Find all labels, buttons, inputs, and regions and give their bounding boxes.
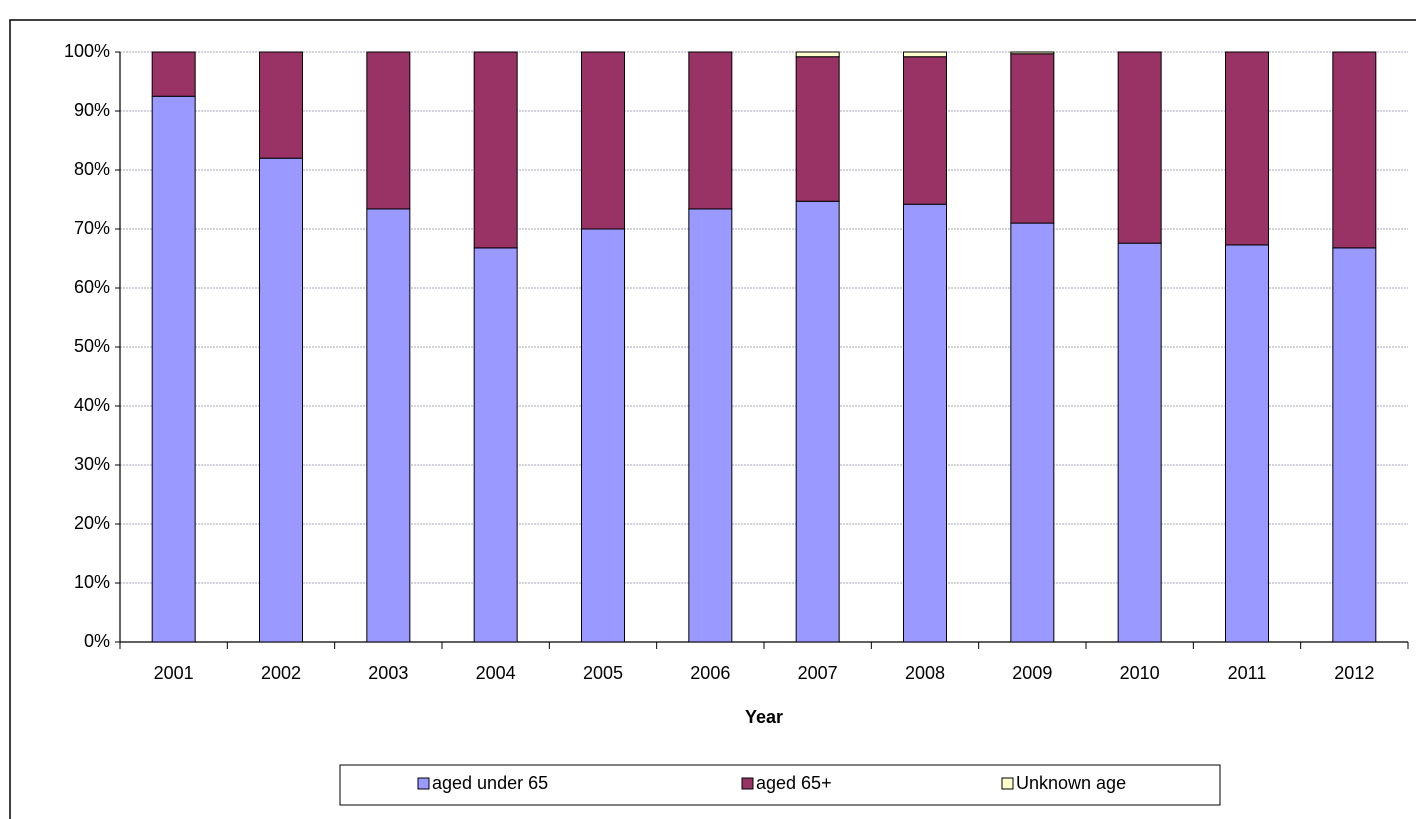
y-tick-label: 80% xyxy=(74,159,110,179)
x-tick-label: 2011 xyxy=(1228,663,1267,683)
y-tick-label: 70% xyxy=(74,218,110,238)
bar-segment xyxy=(581,228,625,643)
bar-segment xyxy=(1117,51,1162,244)
bar-segment xyxy=(903,51,947,58)
x-axis-label: Year xyxy=(745,707,783,727)
y-tick-label: 100% xyxy=(64,41,110,61)
bar-segment xyxy=(795,200,840,643)
legend-box xyxy=(339,764,1221,806)
y-tick-label: 10% xyxy=(74,572,110,592)
bar-segment xyxy=(1225,51,1269,246)
bar-segment xyxy=(473,51,518,249)
bar-segment xyxy=(473,247,518,643)
y-tick-label: 60% xyxy=(74,277,110,297)
bar-segment xyxy=(1117,242,1162,643)
x-tick-label: 2005 xyxy=(583,663,623,683)
bar-segment xyxy=(366,208,411,643)
x-tick-label: 2008 xyxy=(905,663,945,683)
legend-swatch xyxy=(741,777,754,790)
bar-segment xyxy=(795,56,840,202)
x-tick-label: 2006 xyxy=(690,663,730,683)
bar-segment xyxy=(151,51,196,97)
bar-segment xyxy=(1225,244,1269,643)
bar-segment xyxy=(903,203,947,643)
bar-segment xyxy=(1332,247,1377,643)
bar-segment xyxy=(1010,53,1055,224)
bar-segment xyxy=(1010,222,1055,643)
legend-label: aged under 65 xyxy=(432,773,548,793)
x-tick-label: 2003 xyxy=(368,663,408,683)
y-tick-label: 20% xyxy=(74,513,110,533)
legend-swatch xyxy=(417,777,430,790)
bar-segment xyxy=(1010,51,1055,55)
legend-label: Unknown age xyxy=(1016,773,1126,793)
y-tick-label: 50% xyxy=(74,336,110,356)
y-tick-label: 90% xyxy=(74,100,110,120)
bar-segment xyxy=(688,51,733,210)
y-tick-label: 0% xyxy=(84,631,110,651)
bar-segment xyxy=(151,95,196,643)
bar-segment xyxy=(581,51,625,230)
y-tick-label: 30% xyxy=(74,454,110,474)
bar-segment xyxy=(688,208,733,643)
x-tick-label: 2010 xyxy=(1120,663,1160,683)
y-tick-label: 40% xyxy=(74,395,110,415)
legend-swatch xyxy=(1001,777,1014,790)
bar-segment xyxy=(259,51,303,159)
legend-label: aged 65+ xyxy=(756,773,832,793)
bar-segment xyxy=(903,56,947,205)
bar-segment xyxy=(1332,51,1377,249)
x-tick-label: 2009 xyxy=(1012,663,1052,683)
x-tick-label: 2002 xyxy=(261,663,301,683)
x-tick-label: 2004 xyxy=(476,663,516,683)
bar-segment xyxy=(366,51,411,210)
x-tick-label: 2012 xyxy=(1334,663,1374,683)
bar-segment xyxy=(795,51,840,58)
x-tick-label: 2007 xyxy=(798,663,838,683)
x-tick-label: 2001 xyxy=(154,663,194,683)
bar-segment xyxy=(259,157,303,643)
